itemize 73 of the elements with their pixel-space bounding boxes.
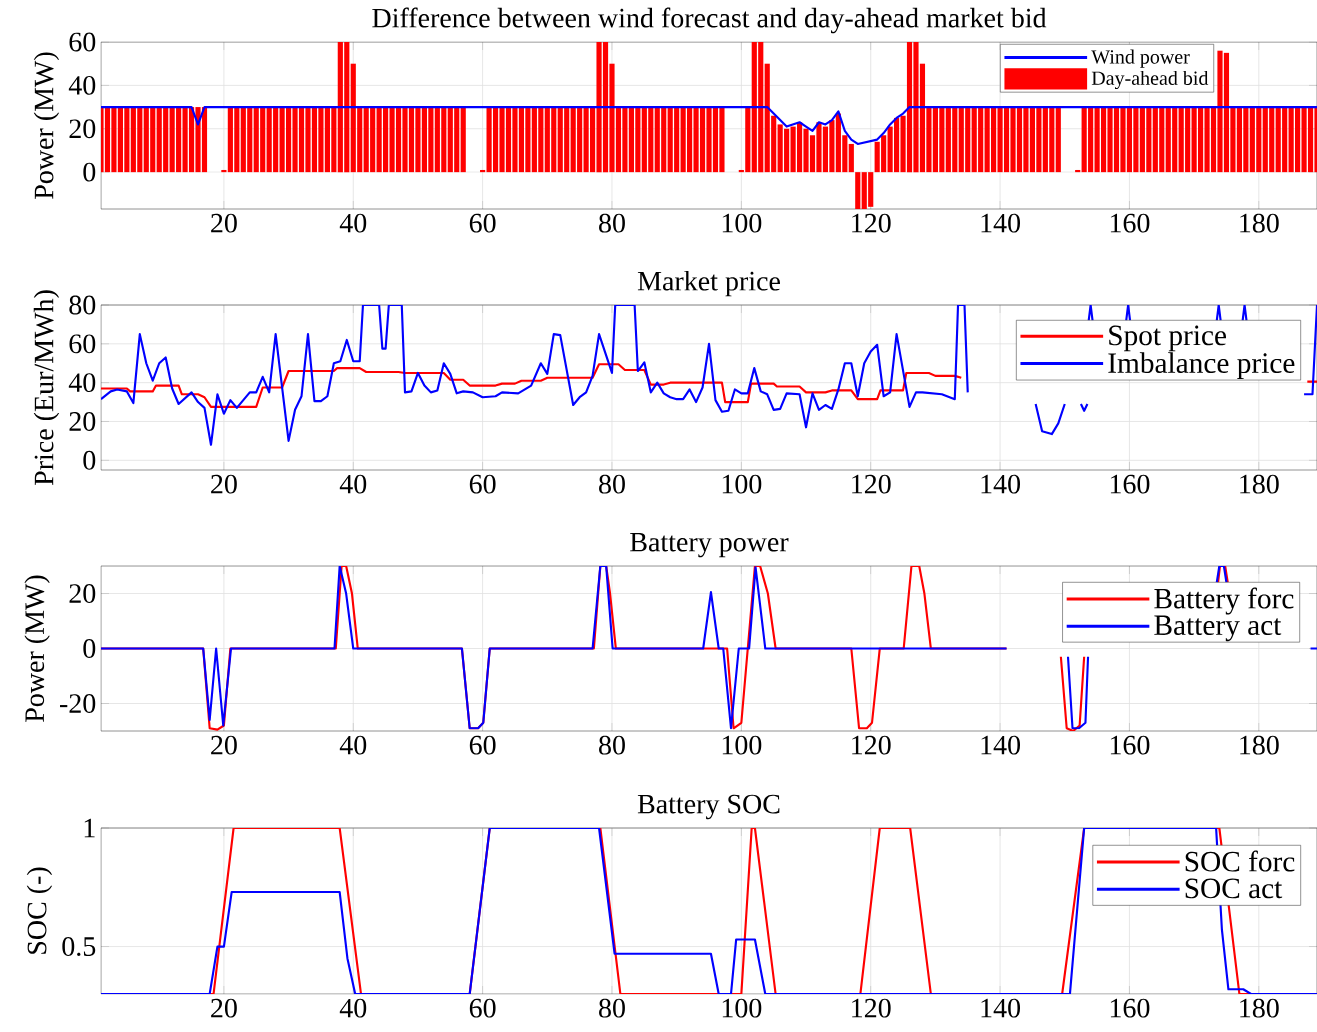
x-tick-label: 180 [1240, 998, 1279, 1018]
y-tick-label: -20 [60, 694, 96, 713]
legend-label: Wind power [1091, 49, 1190, 68]
x-tick-label: 40 [339, 998, 367, 1018]
legend-label: SOC act [1185, 878, 1283, 899]
x-tick-label: 60 [469, 213, 496, 233]
legend-label: Spot price [1109, 325, 1226, 352]
x-tick-label: 160 [1110, 998, 1150, 1018]
x-tick-label: 80 [599, 213, 625, 233]
x-tick-label: 40 [339, 474, 367, 494]
x-tick-label: 180 [1240, 474, 1279, 494]
x-tick-label: 100 [722, 998, 762, 1018]
x-tick-label: 120 [852, 213, 891, 233]
legend-label: Imbalance price [1108, 352, 1295, 379]
y-tick-label: 0 [83, 162, 96, 182]
y-tick-label: 40 [68, 373, 96, 393]
bar [855, 172, 861, 209]
bar [1075, 169, 1081, 173]
y-tick-label: 20 [69, 119, 96, 139]
y-tick-label: 60 [69, 334, 96, 354]
x-tick-label: 160 [1110, 474, 1150, 494]
y-tick-label: 60 [69, 32, 96, 52]
x-tick-label: 100 [722, 213, 762, 233]
bar [460, 107, 466, 173]
x-tick-label: 80 [599, 998, 625, 1018]
y-axis-title: Power (MW) [24, 575, 50, 722]
legend-label: Battery forc [1154, 587, 1294, 615]
x-tick-label: 100 [722, 735, 762, 755]
y-tick-label: 0 [83, 639, 96, 658]
chart-title: Market price [637, 270, 780, 297]
y-axis-title: Price (Eur/MWh) [33, 290, 60, 486]
y-tick-label: 0.5 [62, 937, 96, 957]
x-tick-label: 20 [211, 998, 237, 1018]
x-tick-label: 180 [1240, 735, 1279, 755]
bar [848, 143, 854, 173]
y-tick-label: 40 [68, 75, 96, 95]
y-tick-label: 0 [83, 450, 96, 470]
x-tick-label: 160 [1110, 213, 1150, 233]
y-tick-label: 80 [69, 295, 96, 315]
x-tick-label: 140 [981, 998, 1021, 1018]
legend-label: Battery act [1154, 615, 1282, 642]
y-tick-label: 20 [69, 412, 96, 431]
chart-title: Battery SOC [637, 794, 780, 820]
x-tick-label: 60 [469, 998, 496, 1018]
x-tick-label: 20 [211, 213, 237, 233]
bar [480, 169, 486, 173]
x-tick-label: 40 [339, 735, 367, 755]
legend-label: Day-ahead bid [1091, 70, 1209, 90]
y-tick-label: 1 [84, 818, 95, 838]
x-tick-label: 100 [722, 474, 762, 494]
x-tick-label: 160 [1110, 735, 1150, 755]
chart-title: Difference between wind forecast and day-ahead market bid [372, 7, 1047, 34]
y-axis-title: SOC (-) [26, 867, 53, 954]
x-tick-label: 80 [599, 735, 625, 755]
x-tick-label: 180 [1240, 213, 1279, 233]
chart-title: Battery power [630, 532, 789, 558]
x-tick-label: 120 [852, 474, 891, 494]
x-tick-label: 20 [211, 474, 237, 494]
x-tick-label: 60 [469, 735, 496, 755]
y-axis-title: Power (MW) [33, 52, 60, 199]
x-tick-label: 20 [211, 735, 237, 755]
x-tick-label: 140 [981, 735, 1021, 755]
x-tick-label: 140 [981, 474, 1021, 494]
x-tick-label: 40 [339, 213, 367, 233]
x-tick-label: 120 [852, 998, 891, 1018]
y-tick-label: 20 [69, 584, 96, 603]
x-tick-label: 60 [469, 474, 496, 494]
x-tick-label: 140 [981, 213, 1021, 233]
x-tick-label: 80 [599, 474, 625, 494]
x-tick-label: 120 [852, 735, 891, 755]
legend-label: SOC forc [1185, 850, 1295, 872]
bar [221, 169, 227, 173]
bar [1055, 107, 1061, 173]
